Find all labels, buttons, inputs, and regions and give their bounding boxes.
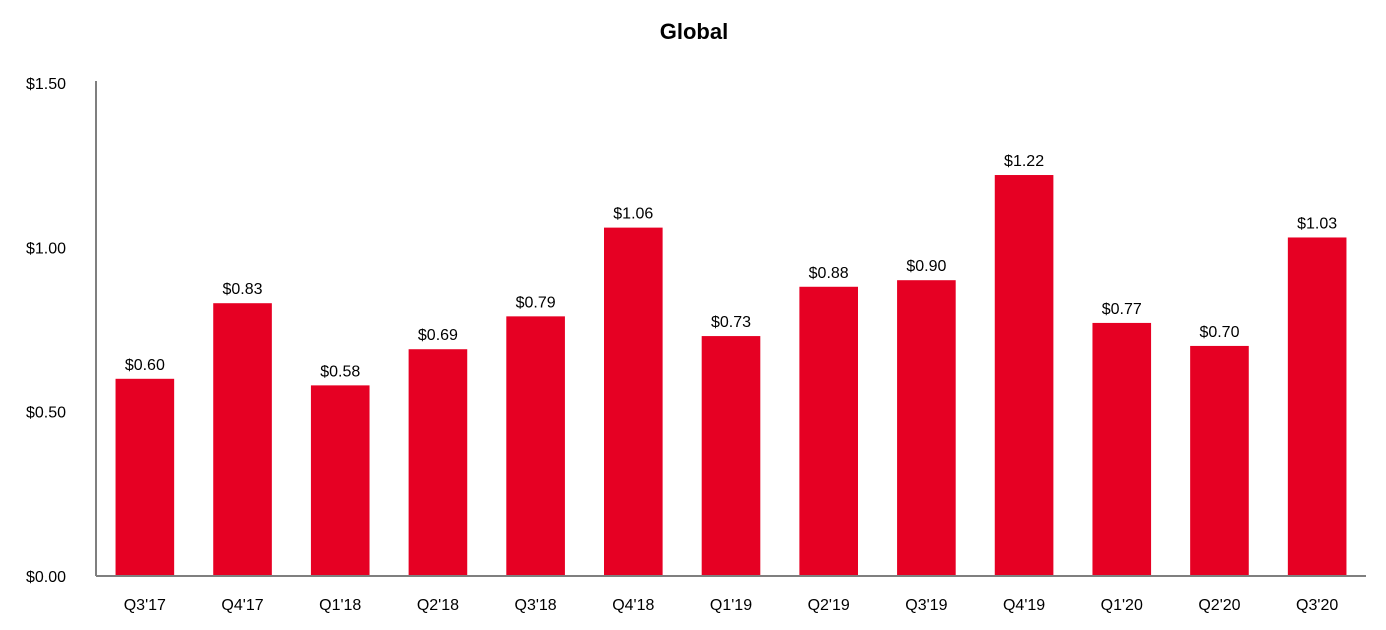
bar xyxy=(799,286,858,576)
x-tick-label: Q3'17 xyxy=(124,597,166,614)
y-tick-label: $0.50 xyxy=(26,405,66,422)
data-label: $1.06 xyxy=(613,206,653,223)
bar xyxy=(604,227,663,576)
bar xyxy=(408,349,468,576)
bar xyxy=(1092,322,1152,576)
x-tick-label: Q1'18 xyxy=(319,597,361,614)
data-label: $0.58 xyxy=(320,363,360,380)
y-tick-label: $0.00 xyxy=(26,569,66,586)
data-label: $0.83 xyxy=(223,281,263,298)
bar xyxy=(506,316,565,576)
data-label: $0.88 xyxy=(809,265,849,282)
y-axis: $0.00 $0.50 $1.00 $1.50 xyxy=(26,76,97,586)
x-tick-label: Q2'20 xyxy=(1198,597,1240,614)
data-label: $0.69 xyxy=(418,327,458,344)
data-label: $0.70 xyxy=(1199,324,1239,341)
bar xyxy=(1287,237,1347,576)
data-labels: $0.60 $0.83 $0.58 $0.69 $0.79 $1.06 $0.73 $0.88… xyxy=(125,153,1337,380)
x-tick-label: Q2'19 xyxy=(808,597,850,614)
data-label: $1.03 xyxy=(1297,215,1337,232)
x-tick-label: Q2'18 xyxy=(417,597,459,614)
bar xyxy=(1190,345,1249,576)
bar xyxy=(213,303,272,576)
y-tick-label: $1.50 xyxy=(26,76,66,93)
bar xyxy=(115,378,175,576)
data-label: $0.73 xyxy=(711,314,751,331)
bar xyxy=(310,385,370,576)
bar xyxy=(701,336,761,576)
data-label: $0.90 xyxy=(906,258,946,275)
data-label: $0.79 xyxy=(516,294,556,311)
x-tick-label: Q3'20 xyxy=(1296,597,1338,614)
bar xyxy=(897,280,956,576)
chart-title: Global xyxy=(660,19,728,44)
x-tick-label: Q4'19 xyxy=(1003,597,1045,614)
x-tick-label: Q1'19 xyxy=(710,597,752,614)
y-tick-label: $1.00 xyxy=(26,240,66,257)
x-axis: Q3'17 Q4'17 Q1'18 Q2'18 Q3'18 Q4'18 Q1'19 Q2'19… xyxy=(96,575,1366,614)
x-tick-label: Q3'19 xyxy=(905,597,947,614)
data-label: $1.22 xyxy=(1004,153,1044,170)
x-tick-label: Q4'18 xyxy=(612,597,654,614)
x-tick-label: Q4'17 xyxy=(221,597,263,614)
bar xyxy=(994,175,1054,576)
bars xyxy=(115,175,1347,576)
x-tick-label: Q3'18 xyxy=(515,597,557,614)
x-tick-label: Q1'20 xyxy=(1101,597,1143,614)
data-label: $0.60 xyxy=(125,357,165,374)
data-label: $0.77 xyxy=(1102,301,1142,318)
